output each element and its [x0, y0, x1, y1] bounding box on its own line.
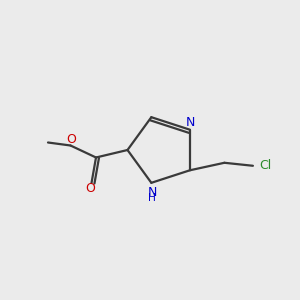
Text: O: O [66, 133, 76, 146]
Text: H: H [148, 193, 156, 203]
Text: N: N [148, 186, 157, 199]
Text: Cl: Cl [260, 159, 272, 172]
Text: N: N [186, 116, 196, 129]
Text: O: O [85, 182, 95, 196]
